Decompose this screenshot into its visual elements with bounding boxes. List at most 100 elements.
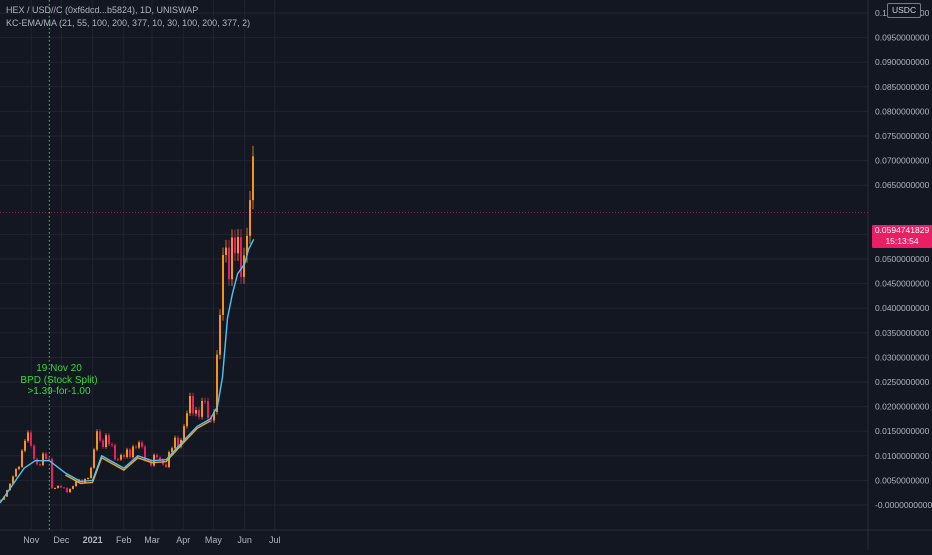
y-tick-label: 0.0100000000 <box>875 451 930 461</box>
candle-body <box>63 487 65 489</box>
candle-body <box>30 432 32 446</box>
candle-countdown: 15:13:54 <box>885 236 919 246</box>
candle-body <box>156 454 158 458</box>
candle-body <box>231 237 233 280</box>
candle-body <box>117 459 119 461</box>
candle-body <box>12 476 14 484</box>
y-tick-label: 0.0950000000 <box>875 33 930 43</box>
y-tick-label: 0.0300000000 <box>875 352 930 362</box>
candle-body <box>102 440 104 448</box>
current-price-tag: 0.0594741829 15:13:54 <box>872 225 932 248</box>
x-tick-label: Mar <box>144 535 160 545</box>
candle-body <box>144 446 146 461</box>
candle-body <box>246 235 248 256</box>
indicator-label[interactable]: KC-EMA/MA (21, 55, 100, 200, 377, 10, 30… <box>6 18 251 28</box>
candle-body <box>183 426 185 440</box>
candle-body <box>243 255 245 277</box>
stock-split-annotation: 19 Nov 20 BPD (Stock Split) >1.39-for-1.… <box>0 363 118 398</box>
y-tick-label: 0.0900000000 <box>875 57 930 67</box>
x-tick-label: Nov <box>23 535 40 545</box>
x-tick-label: Feb <box>116 535 132 545</box>
candle-body <box>252 156 254 201</box>
candle-body <box>54 488 56 490</box>
symbol-title[interactable]: HEX / USD//C (0xf6dcd...b5824), 1D, UNIS… <box>6 5 199 15</box>
annotation-ratio: >1.39-for-1.00 <box>27 386 91 397</box>
candle-body <box>42 453 44 466</box>
candle-body <box>15 469 17 477</box>
candle-body <box>204 400 206 402</box>
candle-body <box>192 396 194 414</box>
candle-body <box>36 458 38 465</box>
candle-body <box>216 354 218 412</box>
candle-body <box>228 247 230 280</box>
candle-body <box>159 457 161 460</box>
candle-body <box>198 410 200 417</box>
candle-body <box>240 237 242 277</box>
candle-body <box>165 464 167 467</box>
candle-body <box>105 435 107 448</box>
candle-body <box>96 431 98 450</box>
y-tick-label: 0.0650000000 <box>875 180 930 190</box>
candle-body <box>135 446 137 448</box>
y-tick-label: 0.0700000000 <box>875 156 930 166</box>
x-tick-label: Apr <box>176 535 190 545</box>
candle-body <box>171 448 173 453</box>
y-tick-label: 0.0200000000 <box>875 402 930 412</box>
candle-body <box>225 247 227 256</box>
candle-body <box>69 488 71 493</box>
y-tick-label: 0.0350000000 <box>875 328 930 338</box>
candle-body <box>60 485 62 488</box>
candle-body <box>120 455 122 460</box>
candle-body <box>48 458 50 460</box>
y-tick-label: -0.0000000000 <box>875 500 932 510</box>
currency-unit-badge[interactable]: USDC <box>887 3 922 18</box>
candle-body <box>195 410 197 414</box>
candle-body <box>201 400 203 417</box>
y-tick-label: 0.0800000000 <box>875 106 930 116</box>
x-tick-label: Dec <box>53 535 70 545</box>
ema-line-slow <box>65 420 211 485</box>
candle-body <box>123 455 125 458</box>
current-price-value: 0.0594741829 <box>874 225 930 235</box>
candle-body <box>213 411 215 421</box>
candle-body <box>66 487 68 493</box>
y-tick-label: 0.0250000000 <box>875 377 930 387</box>
candle-body <box>24 440 26 451</box>
x-tick-label: May <box>205 535 223 545</box>
candle-body <box>177 437 179 447</box>
ema-line-fast <box>0 238 255 504</box>
candle-body <box>45 453 47 459</box>
candle-body <box>126 449 128 458</box>
candle-body <box>21 450 23 467</box>
candle-body <box>234 237 236 254</box>
candle-body <box>108 435 110 445</box>
candle-body <box>99 431 101 441</box>
candle-body <box>114 445 116 460</box>
candle-body <box>39 464 41 466</box>
candle-body <box>75 481 77 487</box>
candle-body <box>93 449 95 468</box>
candle-body <box>111 444 113 446</box>
candle-body <box>27 432 29 441</box>
candle-body <box>174 437 176 449</box>
candle-body <box>0 499 2 501</box>
y-tick-label: 0.0050000000 <box>875 475 930 485</box>
y-tick-label: 0.0850000000 <box>875 82 930 92</box>
candle-body <box>33 445 35 459</box>
y-tick-label: 0.0500000000 <box>875 254 930 264</box>
candle-body <box>237 237 239 254</box>
y-tick-label: 0.0750000000 <box>875 131 930 141</box>
annotation-title: BPD (Stock Split) <box>20 374 98 386</box>
candle-body <box>57 485 59 489</box>
candle-body <box>72 486 74 489</box>
candle-body <box>189 396 191 414</box>
candle-body <box>141 442 143 447</box>
x-tick-label: 2021 <box>83 535 103 545</box>
y-tick-label: 0.0400000000 <box>875 303 930 313</box>
candle-body <box>18 466 20 470</box>
candle-body <box>87 478 89 480</box>
y-tick-label: 0.0150000000 <box>875 426 930 436</box>
candle-body <box>186 413 188 427</box>
